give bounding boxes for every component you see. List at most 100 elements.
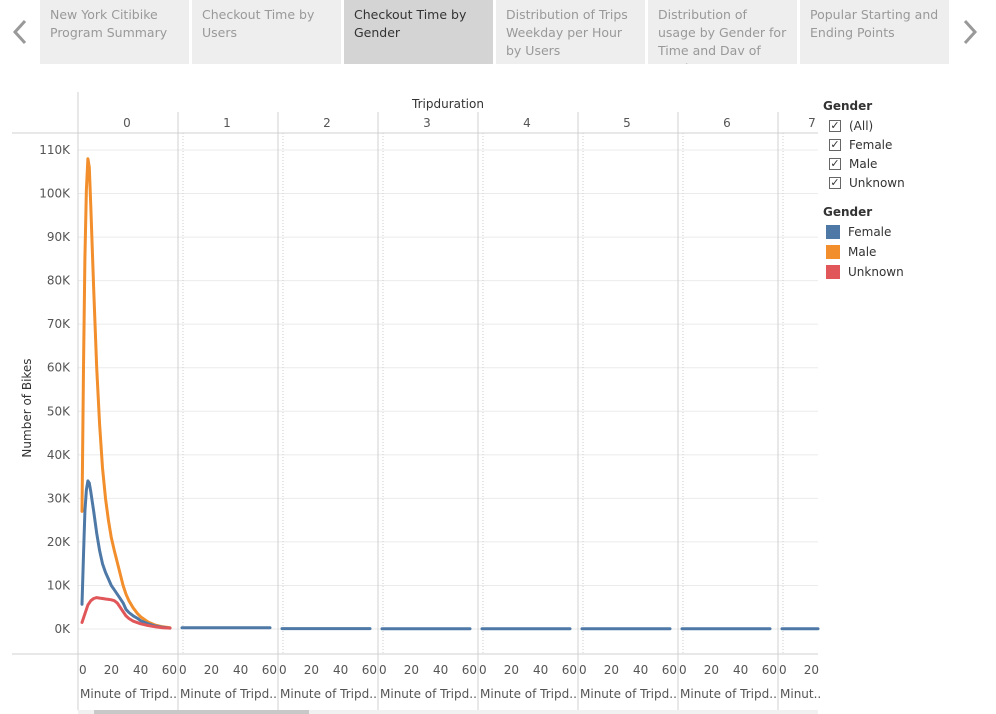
x-tick-label: 0 [179, 663, 187, 677]
x-tick-label: 0 [479, 663, 487, 677]
x-tick-label: 60 [762, 663, 777, 677]
story-tab-usage-by-gender[interactable]: Distribution of usage by Gender for Time… [648, 0, 797, 64]
checkbox-checked-icon[interactable]: ✓ [829, 176, 841, 189]
x-axis-title: Minute of Tripd.. [280, 687, 377, 701]
x-tick-label: 20 [304, 663, 319, 677]
x-tick-label: 0 [79, 663, 87, 677]
legend-swatch [826, 245, 840, 259]
x-axis-title: Minute of Tripd.. [680, 687, 777, 701]
checkbox-checked-icon[interactable]: ✓ [829, 138, 841, 151]
panel-frame [12, 92, 818, 710]
x-tick-label: 60 [262, 663, 277, 677]
legend-item-female[interactable]: Female [823, 222, 993, 242]
y-tick-label: 70K [47, 317, 71, 331]
legend-label: Male [848, 245, 877, 259]
panel-header-label: 4 [523, 116, 531, 130]
x-tick-label: 0 [779, 663, 787, 677]
y-tick-label: 10K [47, 578, 71, 592]
panel-header-label: 1 [223, 116, 231, 130]
story-tab-popular-points[interactable]: Popular Starting and Ending Points [800, 0, 949, 64]
panel-header-label: 3 [423, 116, 431, 130]
series-line-female [80, 479, 172, 630]
y-tick-label: 30K [47, 491, 71, 505]
checkbox-checked-icon[interactable]: ✓ [829, 157, 841, 170]
x-tick-label: 60 [562, 663, 577, 677]
x-tick-label: 20 [204, 663, 219, 677]
gender-filter-title: Gender [823, 99, 873, 113]
x-tick-label: 60 [662, 663, 677, 677]
x-tick-label: 40 [433, 663, 448, 677]
story-tab-weekday-per-hour[interactable]: Distribution of Trips Weekday per Hour b… [496, 0, 645, 64]
panel-header-label: 0 [123, 116, 131, 130]
y-tick-label: 100K [39, 187, 71, 201]
y-tick-label: 60K [47, 361, 71, 375]
horizontal-scrollbar[interactable] [78, 710, 818, 714]
x-tick-label: 40 [133, 663, 148, 677]
x-tick-label: 20 [704, 663, 719, 677]
y-tick-label: 110K [39, 143, 71, 157]
story-tab-checkout-by-users[interactable]: Checkout Time by Users [192, 0, 341, 64]
filter-option-unknown[interactable]: ✓ Unknown [823, 173, 993, 192]
filter-option-female[interactable]: ✓ Female [823, 135, 993, 154]
panel-header-label: 2 [323, 116, 331, 130]
series-line-male [80, 157, 172, 630]
x-tick-label: 40 [333, 663, 348, 677]
legend-panel: Gender ✓ (All) ✓ Female ✓ Male ✓ Unknown… [823, 96, 993, 282]
y-axis: 0K 10K 20K 30K 40K 50K 60K 70K 80K 90K 100K 110K [39, 143, 71, 636]
y-tick-label: 80K [47, 274, 71, 288]
legend-label: Unknown [848, 265, 904, 279]
filter-option-label: (All) [849, 118, 874, 133]
legend-item-unknown[interactable]: Unknown [823, 262, 993, 282]
x-tick-label: 40 [633, 663, 648, 677]
scrollbar-thumb[interactable] [94, 710, 309, 714]
color-legend-title: Gender [823, 205, 873, 219]
x-tick-label: 20 [404, 663, 419, 677]
story-tabs: New York Citibike Program Summary Checko… [40, 0, 950, 64]
x-tick-label: 0 [579, 663, 587, 677]
y-tick-label: 0K [54, 622, 71, 636]
y-tick-label: 20K [47, 535, 71, 549]
panel-header-label: 6 [723, 116, 731, 130]
x-axis-title: Minute of Tripd.. [480, 687, 577, 701]
y-tick-label: 40K [47, 448, 71, 462]
x-tick-label: 40 [533, 663, 548, 677]
x-tick-label: 60 [362, 663, 377, 677]
x-tick-label: 0 [279, 663, 287, 677]
filter-option-label: Female [849, 137, 893, 152]
x-tick-label: 40 [233, 663, 248, 677]
series-layer [80, 157, 820, 631]
column-header-title: Tripduration [411, 97, 484, 111]
legend-swatch [826, 265, 840, 279]
x-axis-title: Minute of Tripd.. [80, 687, 177, 701]
checkbox-checked-icon[interactable]: ✓ [829, 119, 841, 132]
filter-option-male[interactable]: ✓ Male [823, 154, 993, 173]
x-tick-label: 60 [162, 663, 177, 677]
x-tick-label: 20 [104, 663, 119, 677]
next-story-point-button[interactable] [950, 0, 990, 64]
y-axis-title: Number of Bikes [20, 358, 34, 457]
y-tick-label: 90K [47, 230, 71, 244]
x-tick-label: 0 [379, 663, 387, 677]
panel-headers: 0 1 2 3 4 5 6 7 [123, 116, 816, 130]
filter-option-label: Unknown [849, 175, 905, 190]
x-tick-label: 0 [679, 663, 687, 677]
x-tick-label: 40 [733, 663, 748, 677]
x-tick-label: 20 [604, 663, 619, 677]
x-axis-title: Minute of Tripd.. [580, 687, 677, 701]
series-line-unknown [80, 596, 172, 630]
checkout-time-by-gender-chart: Tripduration 0 1 2 3 4 5 6 7 0K 10K 20K 30K 40K 50K 6… [12, 92, 820, 710]
x-tick-label: 20 [504, 663, 519, 677]
legend-item-male[interactable]: Male [823, 242, 993, 262]
x-axis-title: Minut.. [780, 687, 820, 701]
filter-option-all[interactable]: ✓ (All) [823, 116, 993, 135]
story-tab-program-summary[interactable]: New York Citibike Program Summary [40, 0, 189, 64]
story-tab-checkout-by-gender[interactable]: Checkout Time by Gender [344, 0, 493, 64]
legend-label: Female [848, 225, 892, 239]
previous-story-point-button[interactable] [0, 0, 40, 64]
legend-swatch [826, 225, 840, 239]
grid-layer [78, 149, 818, 630]
x-axis-title: Minute of Tripd.. [180, 687, 277, 701]
chevron-left-icon [12, 19, 27, 45]
chevron-right-icon [963, 19, 978, 45]
